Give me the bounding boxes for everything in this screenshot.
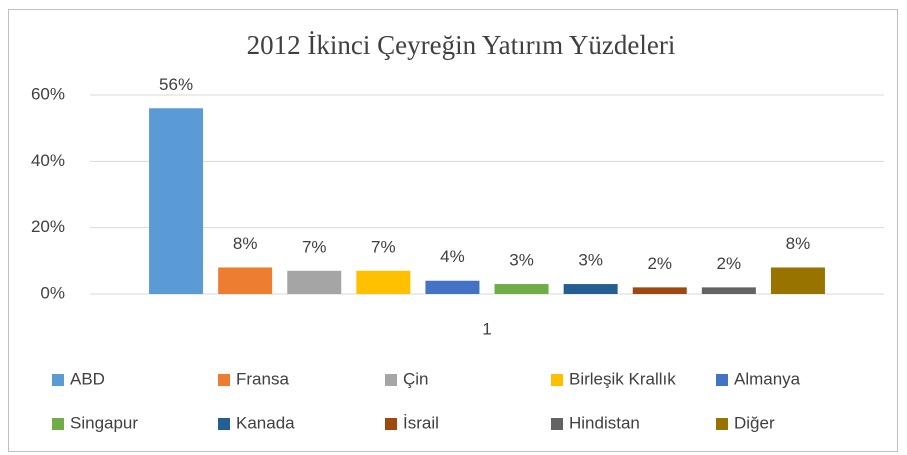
legend-label: Çin: [403, 369, 429, 388]
y-tick-label: 60%: [31, 84, 65, 103]
data-label: 3%: [578, 251, 603, 270]
y-tick-label: 0%: [40, 283, 65, 302]
data-label: 8%: [786, 234, 811, 253]
legend-swatch: [551, 418, 563, 430]
y-tick-label: 20%: [31, 217, 65, 236]
legend-label: Fransa: [236, 369, 289, 388]
data-label: 4%: [440, 247, 465, 266]
bar: [632, 287, 687, 294]
legend-swatch: [385, 374, 397, 386]
bar: [149, 108, 204, 295]
data-label: 3%: [509, 251, 534, 270]
bar: [287, 270, 342, 294]
legend-swatch: [52, 374, 64, 386]
legend-label: Almanya: [734, 369, 801, 388]
bar: [563, 284, 618, 294]
legend-label: Birleşik Krallık: [569, 369, 676, 388]
legend-swatch: [52, 418, 64, 430]
chart-title: 2012 İkinci Çeyreğin Yatırım Yüzdeleri: [247, 30, 676, 60]
legend-label: Kanada: [236, 413, 295, 432]
legend-label: Singapur: [70, 413, 138, 432]
y-tick-label: 40%: [31, 151, 65, 170]
data-label: 2%: [717, 254, 742, 273]
bar: [770, 267, 825, 294]
bar: [494, 284, 549, 294]
bar: [356, 270, 411, 294]
legend-swatch: [551, 374, 563, 386]
data-label: 56%: [159, 75, 193, 94]
legend-label: Diğer: [734, 413, 775, 432]
data-label: 7%: [371, 237, 396, 256]
x-tick-label: 1: [482, 319, 491, 338]
data-label: 7%: [302, 237, 327, 256]
bar: [425, 280, 480, 294]
bar: [701, 287, 756, 294]
legend-swatch: [716, 374, 728, 386]
legend-swatch: [218, 374, 230, 386]
data-label: 8%: [233, 234, 258, 253]
legend-swatch: [385, 418, 397, 430]
legend-label: ABD: [70, 369, 105, 388]
data-label: 2%: [647, 254, 672, 273]
legend-swatch: [218, 418, 230, 430]
legend-swatch: [716, 418, 728, 430]
legend-label: İsrail: [403, 413, 439, 432]
bar: [218, 267, 273, 294]
legend-label: Hindistan: [569, 413, 640, 432]
